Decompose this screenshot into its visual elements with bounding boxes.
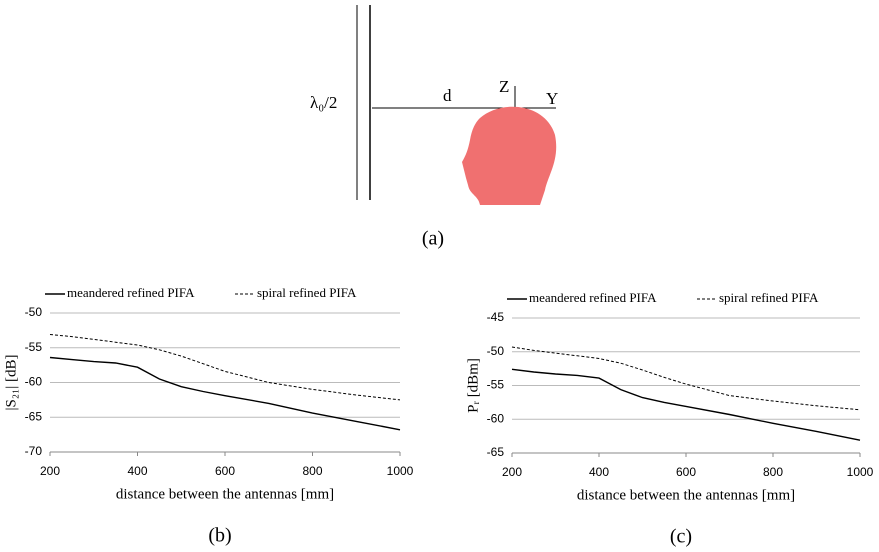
legend-label: meandered refined PIFA: [529, 290, 657, 305]
x-tick-label: 200: [502, 465, 522, 479]
y-tick-label: -60: [487, 411, 505, 425]
y-tick-label: -45: [487, 310, 505, 324]
x-tick-label: 1000: [387, 464, 414, 478]
caption: (c): [670, 526, 692, 548]
x-axis-label: distance between the antennas [mm]: [116, 486, 334, 502]
y-axis-label: Pᵣ [dBm]: [465, 358, 481, 413]
x-tick-label: 200: [40, 464, 60, 478]
chart: -65 -60 -55 -50 -45 200 400 600 800 1000 distance …: [465, 290, 873, 548]
z-label: Z: [499, 77, 509, 96]
x-tick-label: 400: [127, 464, 147, 478]
chart: -70 -65 -60 -55 -50 200 400 600 800 1000 distance …: [3, 285, 413, 547]
y-tick-label: -50: [487, 344, 505, 358]
head-model: [462, 106, 557, 205]
series-line: [511, 346, 861, 411]
legend-label: spiral refined PIFA: [719, 290, 819, 305]
y-tick-label: -50: [25, 305, 43, 319]
y-tick-label: -55: [25, 340, 43, 354]
x-tick-label: 400: [589, 465, 609, 479]
y-tick-label: -65: [487, 445, 505, 459]
series-line: [49, 356, 401, 431]
x-tick-label: 800: [302, 464, 322, 478]
y-tick-label: -55: [487, 378, 505, 392]
x-tick-label: 600: [215, 464, 235, 478]
lambda-label: λ₀/2: [310, 93, 337, 112]
legend-label: meandered refined PIFA: [67, 285, 195, 300]
y-label: Y: [546, 89, 558, 108]
x-tick-label: 600: [676, 465, 696, 479]
y-axis-label: |S₂₁| [dB]: [3, 354, 19, 410]
y-tick-label: -70: [25, 444, 43, 458]
series-line: [49, 334, 401, 401]
x-axis-label: distance between the antennas [mm]: [577, 487, 795, 503]
legend-label: spiral refined PIFA: [257, 285, 357, 300]
caption: (a): [422, 228, 444, 250]
caption: (b): [208, 525, 231, 547]
x-tick-label: 1000: [847, 465, 874, 479]
y-tick-label: -65: [25, 409, 43, 423]
panel-a-diagram: λ₀/2 d Z Y (a): [310, 5, 558, 250]
series-line: [511, 368, 861, 441]
d-label: d: [443, 86, 452, 105]
y-tick-label: -60: [25, 375, 43, 389]
x-tick-label: 800: [763, 465, 783, 479]
